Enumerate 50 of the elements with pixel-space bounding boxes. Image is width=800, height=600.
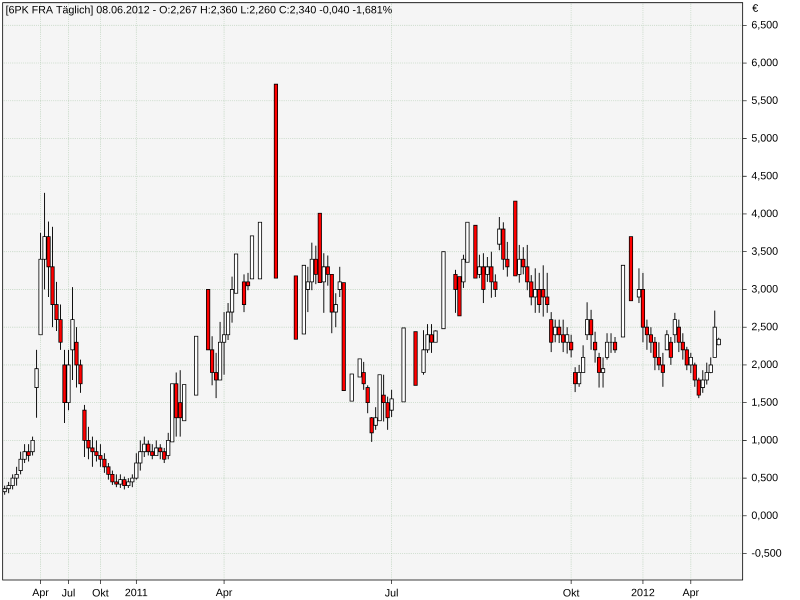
y-tick-label: 3,500 [752,247,778,256]
candlestick [178,370,182,438]
candlestick [573,366,578,393]
x-tick-label: 2012 [632,588,654,596]
y-tick-label: 4,500 [752,172,778,181]
candlestick [126,478,130,488]
x-tick-label: Apr [682,588,699,598]
candlestick [122,476,126,490]
y-tick-label: 2,500 [752,322,778,332]
y-tick-label: -0,500 [752,549,782,558]
x-tick-label: Jul [384,588,398,597]
candlestick [150,444,154,460]
candlestick [533,268,538,314]
candlestick [114,474,118,488]
x-tick-label: Apr [216,588,232,598]
candlestick [553,319,558,343]
x-tick-label: Okt [92,588,109,597]
y-tick-label: 3,000 [752,285,778,294]
x-tick-label: 2011 [125,588,148,596]
y-tick-label: 4,000 [752,210,778,218]
candlestick [154,440,158,456]
candlestick [612,336,618,354]
y-tick-label: 6,000 [752,58,778,68]
x-tick-label: Okt [563,588,580,597]
candlestick [158,444,162,460]
y-tick-label: 5,000 [752,134,778,143]
y-tick-label: 0,000 [752,511,778,520]
candlestick [585,302,590,340]
y-tick-label: 6,500 [752,20,778,30]
candlestick [242,274,246,313]
y-tick-label: 5,500 [752,96,778,106]
x-tick-label: Apr [32,588,49,598]
candlestick [549,312,554,353]
candlestick [565,326,570,354]
candlestick [489,251,494,298]
y-tick-label: 2,000 [752,360,778,370]
x-tick-label: Jul [62,588,75,597]
candlestick [481,252,486,304]
candlestick [453,269,458,314]
candlestick [561,319,566,353]
y-axis-title: € [752,4,758,12]
y-tick-label: 0,500 [752,474,778,483]
y-tick-label: 1,000 [752,436,778,445]
candlestick [541,264,546,318]
chart-title: [6PK FRA Täglich] 08.06.2012 - O:2,267 H:2,360 L:2,260 C:2,340 -0,040 -1,681% [6,6,392,16]
candlestick [118,474,122,488]
y-tick-label: 1,500 [752,398,778,408]
candlestick [146,440,150,456]
candlestick [34,349,39,418]
candlestick [429,324,434,354]
